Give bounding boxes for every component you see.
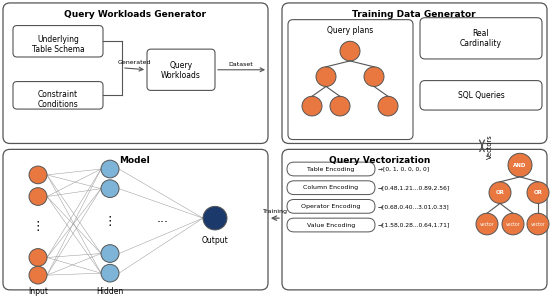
Circle shape [527, 213, 549, 235]
FancyBboxPatch shape [282, 3, 547, 143]
Circle shape [476, 213, 498, 235]
Text: →[0.48,1.21...0.89,2.56]: →[0.48,1.21...0.89,2.56] [378, 185, 450, 190]
Circle shape [502, 213, 524, 235]
Text: Workloads: Workloads [161, 71, 201, 80]
Circle shape [330, 96, 350, 116]
Text: Cardinality: Cardinality [460, 39, 502, 48]
FancyBboxPatch shape [287, 200, 375, 213]
FancyBboxPatch shape [13, 26, 103, 57]
Circle shape [508, 153, 532, 177]
Text: Training: Training [262, 209, 288, 214]
Text: AND: AND [513, 162, 527, 168]
Text: ...: ... [157, 212, 169, 225]
Text: →[0, 1, 0, 0, 0, 0]: →[0, 1, 0, 0, 0, 0] [378, 167, 429, 172]
Circle shape [364, 67, 384, 86]
Text: Query plans: Query plans [327, 26, 373, 34]
Circle shape [29, 166, 47, 184]
Circle shape [302, 96, 322, 116]
Text: Vectors: Vectors [487, 134, 493, 159]
Text: vector: vector [480, 222, 494, 227]
FancyBboxPatch shape [288, 20, 413, 140]
FancyBboxPatch shape [420, 80, 542, 110]
Text: Underlying: Underlying [37, 35, 79, 44]
Circle shape [101, 245, 119, 262]
FancyBboxPatch shape [287, 218, 375, 232]
Text: ⋮: ⋮ [32, 220, 44, 233]
Text: vector: vector [531, 222, 545, 227]
Circle shape [29, 249, 47, 266]
Circle shape [527, 182, 549, 203]
Text: OR: OR [496, 190, 504, 195]
FancyBboxPatch shape [3, 3, 268, 143]
Text: Dataset: Dataset [229, 62, 254, 67]
Text: Constraint: Constraint [38, 90, 78, 99]
Circle shape [101, 180, 119, 198]
Text: Conditions: Conditions [37, 100, 78, 109]
Text: OR: OR [534, 190, 542, 195]
Text: Operator Encoding: Operator Encoding [301, 204, 361, 209]
FancyBboxPatch shape [282, 149, 547, 290]
Circle shape [29, 266, 47, 284]
FancyBboxPatch shape [287, 181, 375, 195]
Text: Table Schema: Table Schema [32, 45, 84, 54]
FancyBboxPatch shape [147, 49, 215, 90]
Circle shape [101, 160, 119, 178]
Text: SQL Queries: SQL Queries [458, 91, 504, 100]
Text: Query Workloads Generator: Query Workloads Generator [64, 10, 206, 19]
Text: Query: Query [169, 61, 192, 70]
Text: vector: vector [505, 222, 520, 227]
Text: Query Vectorization: Query Vectorization [329, 156, 431, 165]
FancyBboxPatch shape [3, 149, 268, 290]
Text: ⋮: ⋮ [104, 215, 116, 228]
Text: →[0.68,0.40...3.01,0.33]: →[0.68,0.40...3.01,0.33] [378, 204, 450, 209]
Text: Training Data Generator: Training Data Generator [352, 10, 476, 19]
FancyBboxPatch shape [287, 162, 375, 176]
Text: Table Encoding: Table Encoding [307, 167, 355, 172]
Text: Hidden: Hidden [96, 287, 124, 296]
Text: Input: Input [28, 287, 48, 296]
Circle shape [203, 206, 227, 230]
Circle shape [378, 96, 398, 116]
Text: Output: Output [202, 236, 228, 245]
FancyBboxPatch shape [420, 18, 542, 59]
Circle shape [489, 182, 511, 203]
Circle shape [340, 41, 360, 61]
Text: Value Encoding: Value Encoding [307, 222, 355, 228]
FancyBboxPatch shape [13, 82, 103, 109]
Circle shape [316, 67, 336, 86]
Text: Column Encoding: Column Encoding [304, 185, 359, 190]
Text: Generated: Generated [117, 60, 151, 65]
Circle shape [101, 264, 119, 282]
Circle shape [29, 188, 47, 206]
Text: Model: Model [120, 156, 150, 165]
Text: →[1.58,0.28...0.64,1.71]: →[1.58,0.28...0.64,1.71] [378, 222, 450, 228]
Text: Real: Real [472, 29, 490, 39]
